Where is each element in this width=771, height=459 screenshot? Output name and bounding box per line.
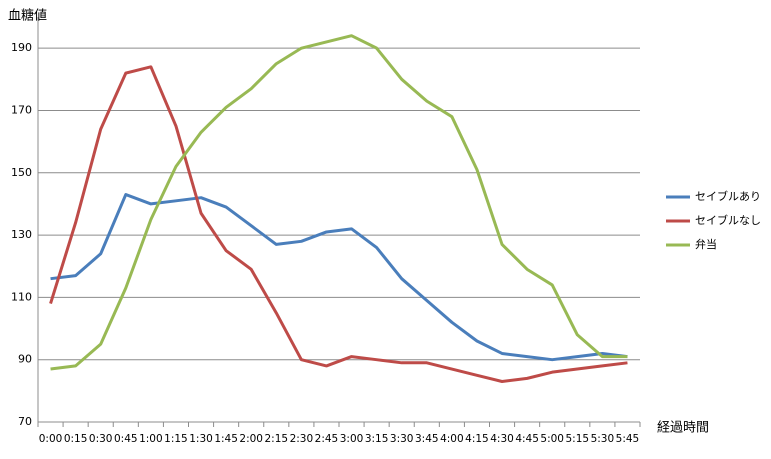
x-tick-label: 3:00 [340, 433, 364, 445]
y-axis-title: 血糖値 [8, 8, 47, 24]
line-series [49, 65, 628, 383]
x-tick-label: 2:30 [290, 433, 314, 445]
x-tick-label: 3:45 [415, 433, 439, 445]
y-tick-label: 90 [18, 353, 32, 366]
y-tick-label: 110 [11, 290, 32, 303]
y-tick-label: 130 [11, 228, 32, 241]
x-axis-title: 経過時間 [657, 421, 709, 436]
x-tick-label: 4:45 [515, 433, 539, 445]
line-series [50, 34, 628, 371]
y-tick-label: 190 [11, 41, 32, 54]
legend-label: 弁当 [695, 237, 717, 251]
x-tick-label: 0:30 [89, 433, 113, 445]
x-tick-label: 1:30 [189, 433, 213, 445]
x-tick-label: 0:45 [114, 433, 138, 445]
line-series [50, 193, 628, 362]
x-tick-label: 2:45 [315, 433, 339, 445]
y-tick-label: 170 [11, 103, 32, 116]
x-tick-label: 5:15 [565, 433, 589, 445]
x-tick-label: 5:30 [591, 433, 615, 445]
x-tick-label: 0:00 [39, 433, 63, 445]
x-tick-label: 3:30 [390, 433, 414, 445]
x-tick-label: 1:00 [139, 433, 163, 445]
x-tick-label: 5:00 [540, 433, 564, 445]
x-tick-label: 4:15 [465, 433, 489, 445]
x-tick-label: 1:45 [214, 433, 238, 445]
legend-label: セイブルあり [695, 189, 761, 203]
x-tick-label: 0:15 [64, 433, 88, 445]
y-tick-label: 150 [11, 166, 32, 179]
x-tick-label: 3:15 [365, 433, 389, 445]
legend-label: セイブルなし [695, 213, 761, 227]
x-tick-label: 4:30 [490, 433, 514, 445]
x-tick-label: 2:00 [239, 433, 263, 445]
x-tick-label: 1:15 [164, 433, 188, 445]
x-tick-label: 4:00 [440, 433, 464, 445]
y-tick-label: 70 [18, 415, 32, 428]
x-tick-label: 2:15 [264, 433, 288, 445]
x-tick-label: 5:45 [616, 433, 640, 445]
